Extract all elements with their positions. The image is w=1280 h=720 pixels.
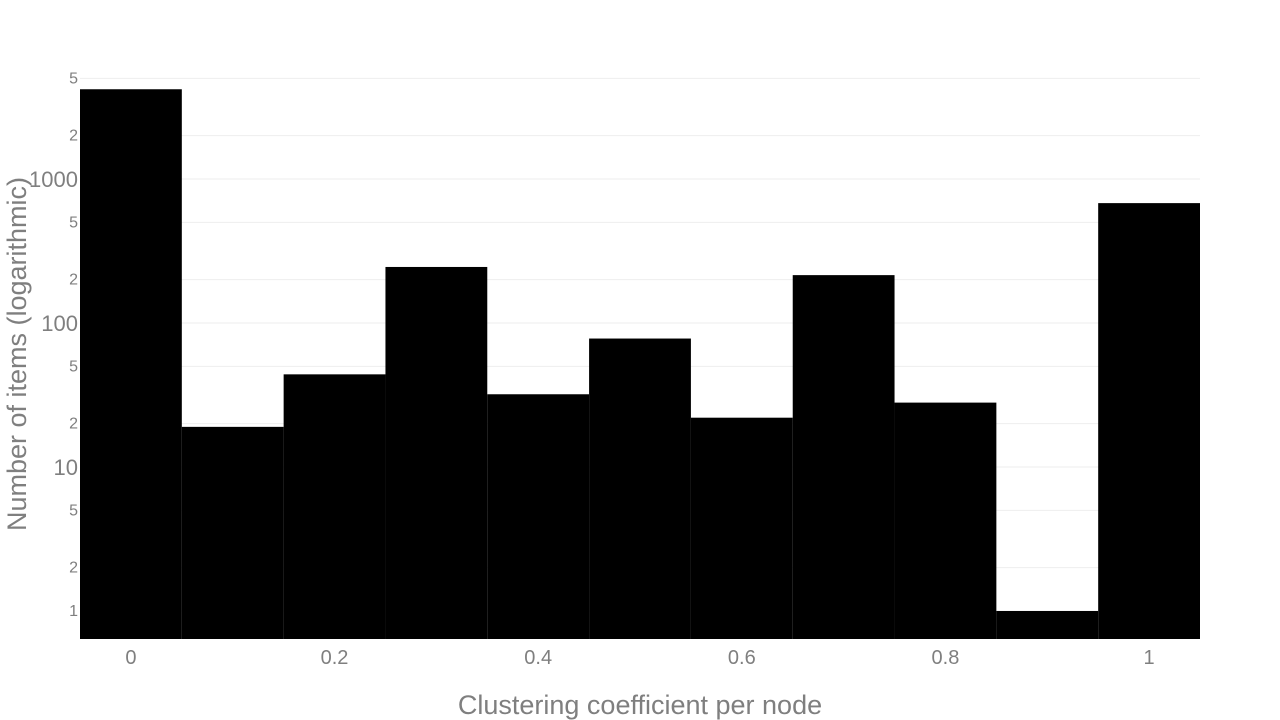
histogram-bar [996, 611, 1099, 639]
histogram-bar [792, 275, 895, 639]
x-tick-label: 0 [125, 647, 136, 669]
y-axis-title: Number of items (logarithmic) [2, 177, 32, 531]
x-tick-label: 0.6 [728, 647, 756, 669]
x-axis-ticks: 0 0.2 0.4 0.6 0.8 1 [125, 647, 1154, 669]
y-tick-label: 1000 [29, 167, 78, 192]
x-tick-label: 0.8 [932, 647, 960, 669]
y-tick-label: 5 [69, 214, 78, 231]
histogram-bar [894, 402, 997, 639]
x-tick-label: 1 [1144, 647, 1155, 669]
y-tick-label: 100 [41, 311, 78, 336]
x-tick-label: 0.4 [524, 647, 552, 669]
y-tick-label: 10 [54, 455, 78, 480]
y-tick-label: 2 [69, 416, 78, 433]
histogram-bar [181, 426, 284, 639]
y-tick-label: 5 [69, 502, 78, 519]
y-tick-label: 2 [69, 272, 78, 289]
histogram-bar [283, 374, 386, 639]
histogram-bars [80, 89, 1200, 640]
histogram-bar [80, 89, 182, 640]
y-tick-label: 2 [69, 560, 78, 577]
histogram-bar [1098, 203, 1200, 639]
y-tick-label: 2 [69, 128, 78, 145]
y-tick-label: 5 [69, 70, 78, 87]
y-axis-ticks: 1 2 5 10 2 5 100 2 5 1000 2 5 [29, 70, 78, 620]
histogram-bar [385, 266, 488, 639]
x-tick-label: 0.2 [321, 647, 349, 669]
y-tick-label: 5 [69, 358, 78, 375]
histogram-bar [690, 417, 793, 639]
histogram-bar [589, 338, 691, 639]
y-tick-label: 1 [69, 603, 78, 620]
x-axis-title: Clustering coefficient per node [458, 690, 822, 720]
histogram-bar [487, 394, 590, 639]
